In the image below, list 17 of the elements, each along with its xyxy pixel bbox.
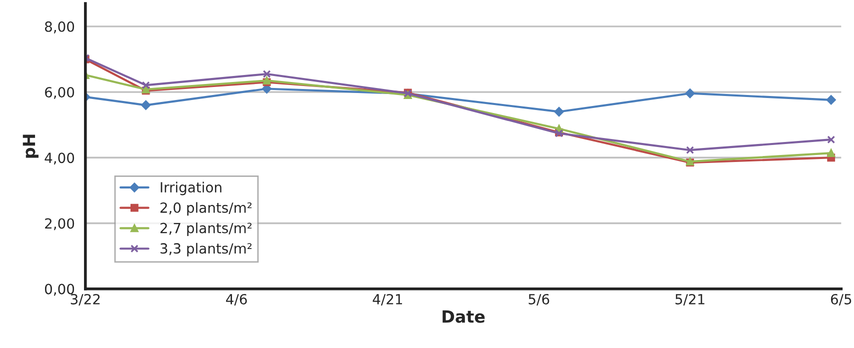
x-tick-label: 5/21 <box>676 294 704 306</box>
x-tick-label: 3/22 <box>70 294 100 306</box>
legend-label: 2,7 plants/m² <box>160 222 252 236</box>
x-axis-title: Date <box>442 310 485 323</box>
legend-label: 3,3 plants/m² <box>160 242 252 256</box>
y-tick-label: 8,00 <box>45 21 74 34</box>
x-tick-label: 5/6 <box>528 294 550 306</box>
x-tick-label: 4/6 <box>226 294 247 306</box>
y-tick-label: 4,00 <box>44 152 74 165</box>
y-tick-label: 2,00 <box>45 218 74 230</box>
y-tick-label: 6,00 <box>45 87 74 99</box>
y-axis-title: pH <box>22 134 39 158</box>
legend-label: 2,0 plants/m² <box>160 202 252 216</box>
legend-label: Irrigation <box>160 182 222 196</box>
y-tick-label: 0,00 <box>44 284 74 296</box>
x-tick-label: 6/5 <box>830 294 852 306</box>
x-tick-label: 4/21 <box>372 294 402 306</box>
